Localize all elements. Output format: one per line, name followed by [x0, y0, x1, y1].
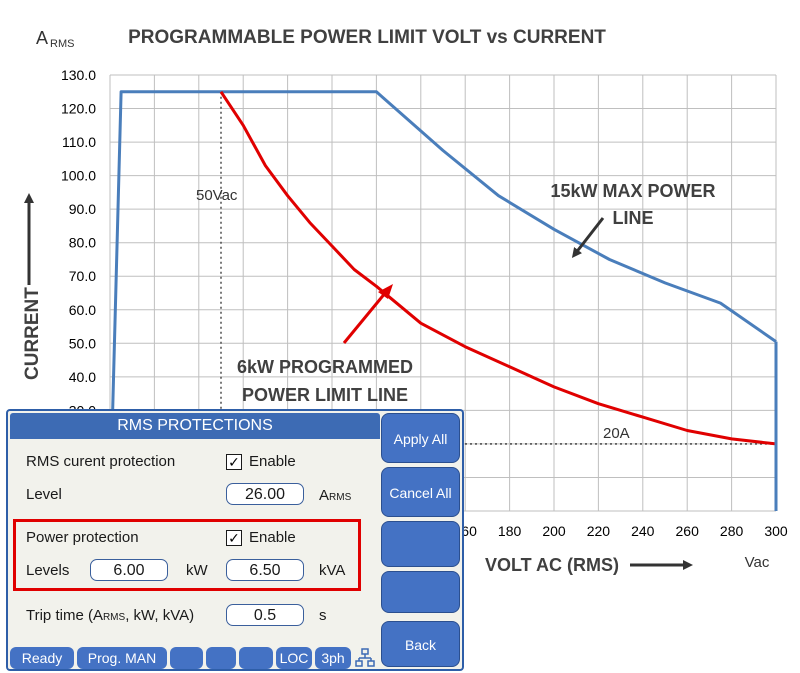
- kw-field[interactable]: 6.00: [90, 559, 168, 581]
- rms-protections-panel: RMS PROTECTIONS RMS curent protection ✓ …: [6, 409, 464, 671]
- status-phase: 3ph: [315, 647, 351, 669]
- annotation-20a: 20A: [603, 425, 630, 442]
- x-tick-label: 200: [542, 523, 566, 539]
- y-tick-label: 130.0: [61, 67, 96, 83]
- arrow-6kw-shaft: [342, 291, 388, 344]
- series-6kw-programmed-limit: [219, 90, 777, 446]
- status-blank-1: [170, 647, 203, 669]
- annotation-15kw-line1: 15kW MAX POWER: [550, 181, 715, 201]
- trip-time-field[interactable]: 0.5: [226, 604, 304, 626]
- annotation-50vac: 50Vac: [196, 187, 238, 204]
- annotation-6kw-line2: POWER LIMIT LINE: [242, 385, 408, 405]
- rms-protection-label: RMS curent protection: [26, 453, 176, 470]
- y-unit-label: A RMS: [36, 28, 74, 50]
- y-tick-label: 110.0: [62, 134, 96, 150]
- status-ready: Ready: [10, 647, 74, 669]
- status-blank-2: [206, 647, 236, 669]
- trip-time-unit: s: [319, 607, 327, 624]
- rms-enable-checkbox[interactable]: ✓: [226, 454, 242, 470]
- levels-label: Levels: [26, 562, 70, 579]
- y-tick-label: 80.0: [69, 235, 96, 251]
- chart-ticks: 30.040.050.060.070.080.090.0100.0110.012…: [61, 67, 788, 539]
- x-tick-label: 260: [676, 523, 700, 539]
- level-label: Level: [26, 486, 62, 503]
- status-prog: Prog. MAN: [77, 647, 167, 669]
- x-unit-label: Vac: [745, 554, 770, 571]
- power-protection-label: Power protection: [26, 529, 139, 546]
- annotation-6kw-line1: 6kW PROGRAMMED: [237, 357, 413, 377]
- y-tick-label: 70.0: [69, 268, 96, 284]
- series-15kw-max-power: [108, 90, 777, 512]
- power-enable-checkbox[interactable]: ✓: [226, 530, 242, 546]
- y-tick-label: 90.0: [69, 201, 96, 217]
- kva-field[interactable]: 6.50: [226, 559, 304, 581]
- trip-time-label: Trip time (ARMS, kW, kVA): [26, 607, 195, 624]
- kva-unit: kVA: [319, 562, 346, 579]
- status-blank-3: [239, 647, 273, 669]
- level-unit: ARMS: [319, 487, 352, 504]
- kw-unit: kW: [186, 562, 208, 579]
- x-axis-label: VOLT AC (RMS): [485, 555, 619, 575]
- status-loc: LOC: [276, 647, 312, 669]
- power-protection-highlight: [13, 519, 361, 591]
- apply-all-button[interactable]: Apply All: [381, 413, 460, 463]
- back-button[interactable]: Back: [381, 621, 460, 667]
- y-tick-label: 100.0: [61, 168, 96, 184]
- side-button-blank-1[interactable]: [381, 521, 460, 567]
- annotation-15kw-line2: LINE: [612, 208, 653, 228]
- cancel-all-button[interactable]: Cancel All: [381, 467, 460, 517]
- x-tick-label: 180: [498, 523, 522, 539]
- y-tick-label: 120.0: [61, 101, 96, 117]
- chart-title: PROGRAMMABLE POWER LIMIT VOLT vs CURRENT: [128, 27, 606, 48]
- side-button-blank-2[interactable]: [381, 571, 460, 613]
- x-tick-label: 220: [587, 523, 611, 539]
- arrow-15kw: [571, 217, 605, 258]
- x-tick-label: 280: [720, 523, 744, 539]
- arrow-6kw-head: [378, 284, 393, 299]
- x-tick-label: 240: [631, 523, 655, 539]
- panel-title: RMS PROTECTIONS: [10, 413, 380, 439]
- y-tick-label: 50.0: [69, 335, 96, 351]
- y-axis-label: CURRENT: [22, 287, 43, 380]
- y-tick-label: 60.0: [69, 302, 96, 318]
- network-icon: [355, 648, 375, 667]
- level-field[interactable]: 26.00: [226, 483, 304, 505]
- y-tick-label: 40.0: [69, 369, 96, 385]
- x-tick-label: 300: [764, 523, 788, 539]
- power-enable-label: Enable: [249, 529, 296, 546]
- rms-enable-label: Enable: [249, 453, 296, 470]
